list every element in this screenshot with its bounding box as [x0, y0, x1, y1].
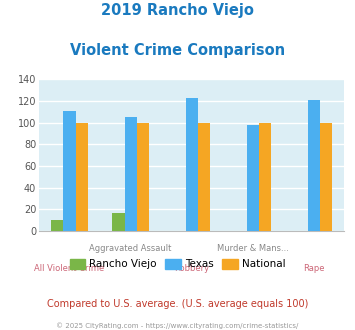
Bar — [112, 213, 125, 231]
Text: All Violent Crime: All Violent Crime — [34, 264, 105, 273]
Text: Aggravated Assault: Aggravated Assault — [89, 244, 172, 253]
Bar — [137, 122, 149, 231]
Bar — [186, 98, 198, 231]
Bar — [198, 122, 210, 231]
Text: Violent Crime Comparison: Violent Crime Comparison — [70, 43, 285, 58]
Bar — [76, 122, 88, 231]
Bar — [320, 122, 332, 231]
Text: © 2025 CityRating.com - https://www.cityrating.com/crime-statistics/: © 2025 CityRating.com - https://www.city… — [56, 323, 299, 329]
Text: Robbery: Robbery — [174, 264, 209, 273]
Text: Rape: Rape — [303, 264, 324, 273]
Text: Murder & Mans...: Murder & Mans... — [217, 244, 289, 253]
Bar — [308, 100, 320, 231]
Bar — [259, 122, 271, 231]
Text: 2019 Rancho Viejo: 2019 Rancho Viejo — [101, 3, 254, 18]
Text: Compared to U.S. average. (U.S. average equals 100): Compared to U.S. average. (U.S. average … — [47, 299, 308, 309]
Bar — [247, 125, 259, 231]
Bar — [51, 220, 64, 231]
Bar — [64, 111, 76, 231]
Legend: Rancho Viejo, Texas, National: Rancho Viejo, Texas, National — [65, 255, 290, 274]
Bar — [125, 117, 137, 231]
